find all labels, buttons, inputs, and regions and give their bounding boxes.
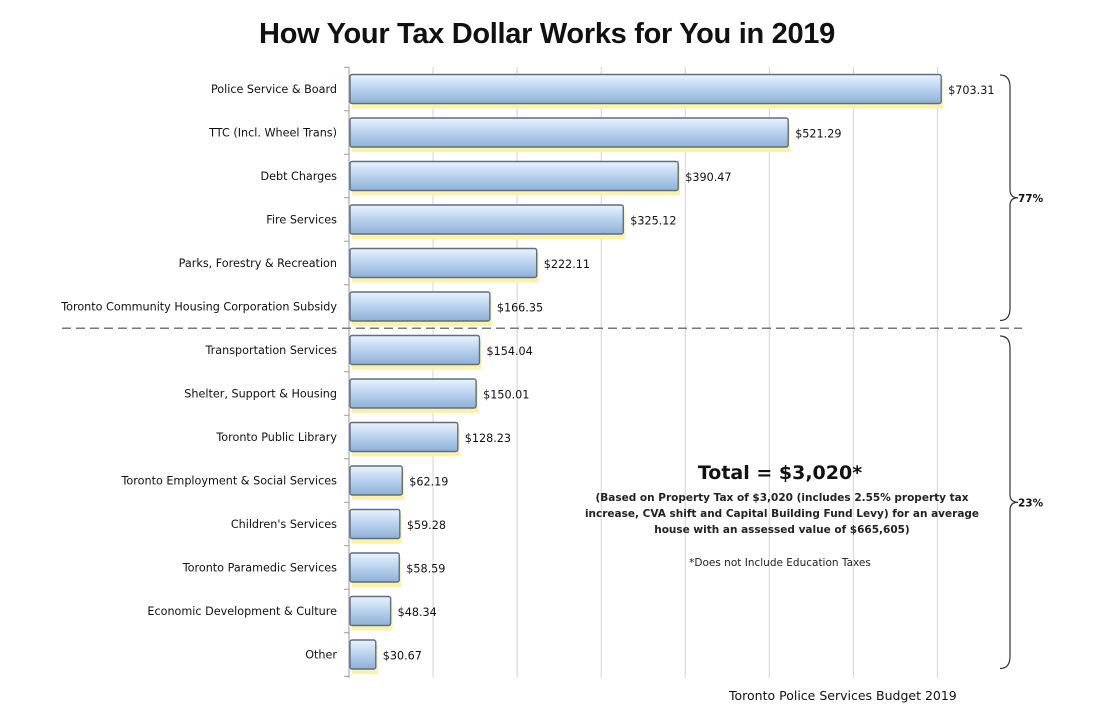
category-label: TTC (Incl. Wheel Trans) [208,127,337,140]
value-label: $30.67 [383,650,422,663]
category-label: Police Service & Board [211,83,337,96]
value-label: $166.35 [497,302,543,315]
value-label: $154.04 [486,345,532,358]
bar [349,508,401,540]
chart-title: How Your Tax Dollar Works for You in 201… [259,18,835,50]
total-note: (Based on Property Tax of $3,020 (includ… [584,492,980,536]
category-label: Toronto Paramedic Services [182,562,337,575]
bar [349,204,624,235]
bar [349,421,459,453]
group-braces: 77% 23% [999,74,1044,670]
value-label: $325.12 [630,215,676,228]
category-label: Children's Services [231,518,337,531]
value-label: $59.28 [407,519,446,532]
category-label: Toronto Employment & Social Services [121,475,338,488]
category-label: Economic Development & Culture [147,605,337,618]
group-brace [999,74,1019,322]
category-label: Toronto Public Library [215,431,337,444]
value-label: $62.19 [409,476,448,489]
category-label: Toronto Community Housing Corporation Su… [60,301,337,314]
grid-lines [432,67,938,678]
group-brace [999,335,1019,670]
category-label: Shelter, Support & Housing [184,388,337,401]
bars [349,73,942,670]
bar [349,247,538,279]
value-labels: $703.31 $521.29 $390.47 $325.12 $222.11 $166.… [383,84,995,663]
bar [349,595,392,627]
bar [349,160,679,192]
group-percent-label: 23% [1018,497,1044,509]
value-label: $521.29 [795,128,841,141]
value-label: $390.47 [685,171,731,184]
source-caption: Toronto Police Services Budget 2019 [729,688,957,703]
bar [349,291,491,322]
category-label: Fire Services [266,214,337,227]
category-label: Parks, Forestry & Recreation [179,257,337,270]
group-percent-label: 77% [1018,193,1044,205]
value-label: $703.31 [948,84,994,97]
bar [349,73,942,105]
category-labels: Police Service & Board TTC (Incl. Wheel T… [60,83,337,662]
education-tax-footnote: *Does not Include Education Taxes [689,557,871,569]
value-label: $222.11 [544,258,590,271]
y-axis [344,66,350,678]
value-label: $48.34 [398,606,437,619]
category-label: Debt Charges [260,170,337,183]
total-label: Total = $3,020* [697,462,863,484]
value-label: $128.23 [465,432,511,445]
bar [349,117,789,148]
value-label: $150.01 [483,389,529,402]
bar [349,378,477,409]
bar [349,552,400,583]
category-label: Transportation Services [204,344,337,357]
bar [349,639,377,670]
value-label: $58.59 [406,563,445,576]
bar [349,334,481,366]
category-label: Other [305,649,337,662]
bar [349,465,403,496]
